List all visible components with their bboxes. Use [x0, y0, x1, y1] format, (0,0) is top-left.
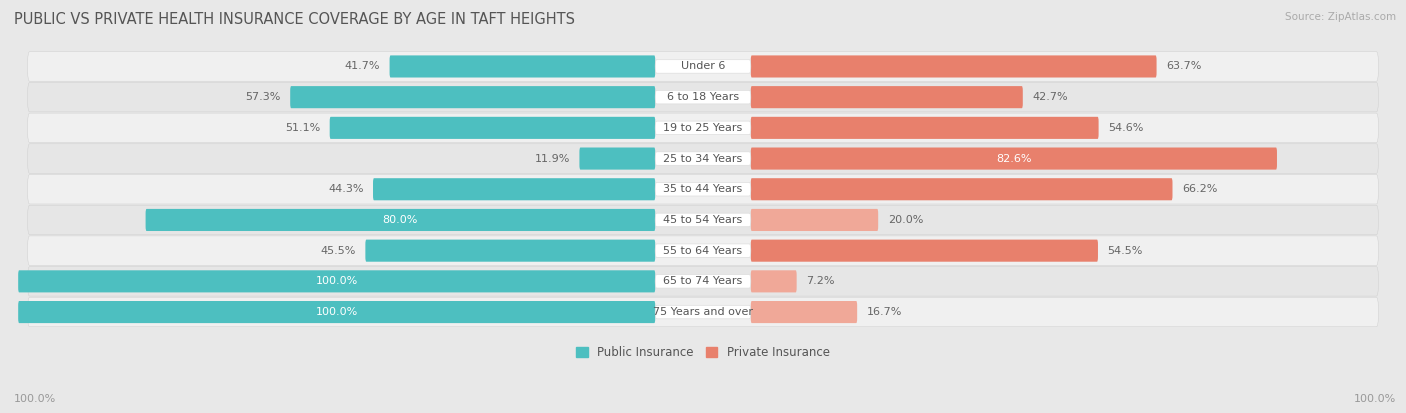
Text: 63.7%: 63.7%	[1166, 62, 1202, 71]
Text: 45.5%: 45.5%	[321, 246, 356, 256]
FancyBboxPatch shape	[655, 305, 751, 319]
FancyBboxPatch shape	[329, 117, 655, 139]
Text: 100.0%: 100.0%	[14, 394, 56, 404]
Text: 16.7%: 16.7%	[866, 307, 903, 317]
FancyBboxPatch shape	[28, 297, 1378, 327]
FancyBboxPatch shape	[751, 270, 797, 292]
FancyBboxPatch shape	[751, 117, 1098, 139]
FancyBboxPatch shape	[18, 301, 655, 323]
FancyBboxPatch shape	[579, 147, 655, 170]
FancyBboxPatch shape	[28, 83, 1378, 112]
FancyBboxPatch shape	[366, 240, 655, 262]
FancyBboxPatch shape	[751, 209, 879, 231]
FancyBboxPatch shape	[146, 209, 655, 231]
Text: 55 to 64 Years: 55 to 64 Years	[664, 246, 742, 256]
FancyBboxPatch shape	[751, 86, 1022, 108]
FancyBboxPatch shape	[28, 175, 1378, 204]
FancyBboxPatch shape	[655, 275, 751, 288]
Text: 25 to 34 Years: 25 to 34 Years	[664, 154, 742, 164]
FancyBboxPatch shape	[655, 152, 751, 165]
FancyBboxPatch shape	[751, 178, 1173, 200]
FancyBboxPatch shape	[28, 236, 1378, 266]
Text: 20.0%: 20.0%	[887, 215, 924, 225]
Text: 54.6%: 54.6%	[1108, 123, 1143, 133]
Text: 75 Years and over: 75 Years and over	[652, 307, 754, 317]
Text: 44.3%: 44.3%	[328, 184, 364, 194]
Text: 100.0%: 100.0%	[315, 307, 359, 317]
FancyBboxPatch shape	[655, 60, 751, 73]
FancyBboxPatch shape	[28, 144, 1378, 173]
FancyBboxPatch shape	[655, 121, 751, 135]
Text: Source: ZipAtlas.com: Source: ZipAtlas.com	[1285, 12, 1396, 22]
FancyBboxPatch shape	[751, 240, 1098, 262]
Text: 54.5%: 54.5%	[1108, 246, 1143, 256]
Text: 6 to 18 Years: 6 to 18 Years	[666, 92, 740, 102]
Text: 51.1%: 51.1%	[285, 123, 321, 133]
Text: 35 to 44 Years: 35 to 44 Years	[664, 184, 742, 194]
Text: 100.0%: 100.0%	[315, 276, 359, 286]
Text: 7.2%: 7.2%	[806, 276, 835, 286]
FancyBboxPatch shape	[290, 86, 655, 108]
Text: 100.0%: 100.0%	[1354, 394, 1396, 404]
Text: 45 to 54 Years: 45 to 54 Years	[664, 215, 742, 225]
Text: 41.7%: 41.7%	[344, 62, 380, 71]
Text: 82.6%: 82.6%	[995, 154, 1032, 164]
Text: 66.2%: 66.2%	[1182, 184, 1218, 194]
Text: 11.9%: 11.9%	[534, 154, 569, 164]
Text: 42.7%: 42.7%	[1032, 92, 1069, 102]
Text: 65 to 74 Years: 65 to 74 Years	[664, 276, 742, 286]
FancyBboxPatch shape	[28, 267, 1378, 296]
Text: PUBLIC VS PRIVATE HEALTH INSURANCE COVERAGE BY AGE IN TAFT HEIGHTS: PUBLIC VS PRIVATE HEALTH INSURANCE COVER…	[14, 12, 575, 27]
FancyBboxPatch shape	[28, 52, 1378, 81]
Legend: Public Insurance, Private Insurance: Public Insurance, Private Insurance	[571, 342, 835, 364]
FancyBboxPatch shape	[751, 301, 858, 323]
Text: 57.3%: 57.3%	[245, 92, 281, 102]
FancyBboxPatch shape	[373, 178, 655, 200]
FancyBboxPatch shape	[655, 90, 751, 104]
FancyBboxPatch shape	[389, 55, 655, 78]
FancyBboxPatch shape	[751, 147, 1277, 170]
Text: 80.0%: 80.0%	[382, 215, 418, 225]
FancyBboxPatch shape	[655, 244, 751, 257]
Text: Under 6: Under 6	[681, 62, 725, 71]
FancyBboxPatch shape	[18, 270, 655, 292]
FancyBboxPatch shape	[28, 113, 1378, 142]
Text: 19 to 25 Years: 19 to 25 Years	[664, 123, 742, 133]
FancyBboxPatch shape	[655, 183, 751, 196]
FancyBboxPatch shape	[655, 213, 751, 227]
FancyBboxPatch shape	[751, 55, 1157, 78]
FancyBboxPatch shape	[28, 205, 1378, 235]
